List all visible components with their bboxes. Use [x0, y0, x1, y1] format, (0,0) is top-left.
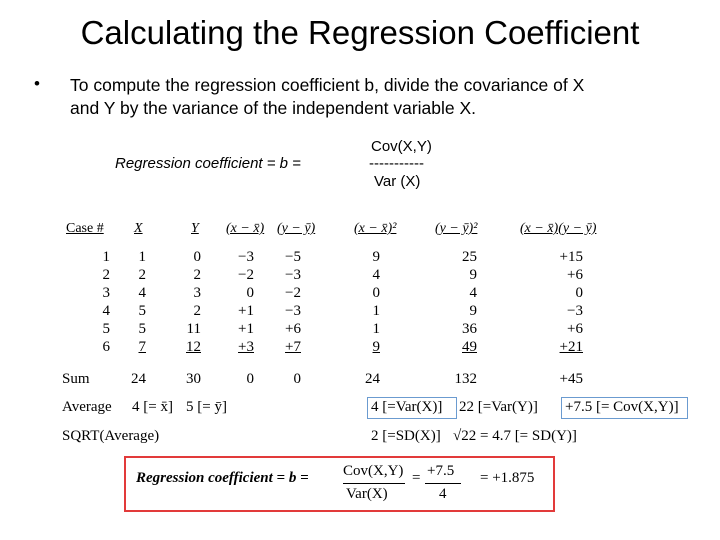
- sqrt-label: SQRT(Average): [62, 428, 160, 444]
- cov-highlight: [561, 397, 688, 419]
- table-cell: 4: [138, 285, 147, 301]
- table-cell: 9: [372, 249, 381, 265]
- table-cell: 2: [193, 267, 202, 283]
- table-cell: 4: [469, 285, 478, 301]
- table-cell: 5: [138, 321, 147, 337]
- table-cell: 5: [102, 321, 111, 337]
- bullet-text-line-2: and Y by the variance of the independent…: [70, 98, 477, 118]
- header-y: Y: [191, 221, 199, 236]
- table-cell: 5: [138, 303, 147, 319]
- table-cell: +21: [559, 339, 583, 355]
- average-var-x: 4 [=Var(X)]: [371, 399, 443, 415]
- table-cell: 0: [372, 285, 381, 301]
- table-cell: 9: [372, 339, 381, 355]
- table-cell: −5: [285, 249, 301, 265]
- table-cell: −3: [285, 303, 301, 319]
- result-num-1: Cov(X,Y): [343, 463, 404, 479]
- header-case: Case #: [66, 221, 104, 236]
- sd-y: √22 = 4.7 [= SD(Y)]: [453, 428, 577, 444]
- table-cell: 3: [193, 285, 202, 301]
- table-cell: −3: [567, 303, 583, 319]
- table-cell: +6: [567, 321, 583, 337]
- table-cell: 6: [102, 339, 111, 355]
- table-cell: −2: [238, 267, 254, 283]
- table-cell: 1: [372, 303, 381, 319]
- bullet-marker: •: [34, 74, 40, 93]
- var-x-highlight: [367, 397, 457, 419]
- table-cell: 1: [138, 249, 147, 265]
- header-x-dev-sq: (x − x̄)²: [354, 221, 397, 236]
- result-fraction-bar-1: [343, 483, 405, 484]
- header-x: X: [134, 221, 143, 236]
- result-num-2: +7.5: [427, 463, 455, 479]
- formula-numerator: Cov(X,Y): [371, 138, 432, 155]
- table-cell: 9: [469, 303, 478, 319]
- sum-label: Sum: [62, 371, 90, 387]
- table-cell: 7: [138, 339, 147, 355]
- result-lhs: Regression coefficient = b =: [136, 470, 309, 486]
- table-cell: 3: [102, 285, 111, 301]
- sum-cell: +45: [559, 371, 583, 387]
- bullet-text-line-1: To compute the regression coefficient b,…: [70, 75, 585, 95]
- table-cell: 0: [193, 249, 202, 265]
- slide-title: Calculating the Regression Coefficient: [80, 14, 640, 51]
- table-cell: 4: [102, 303, 111, 319]
- result-box: [124, 456, 555, 512]
- table-cell: −3: [238, 249, 254, 265]
- table-cell: 49: [462, 339, 477, 355]
- table-cell: 2: [102, 267, 111, 283]
- sum-cell: 24: [365, 371, 380, 387]
- table-cell: 4: [372, 267, 381, 283]
- result-den-2: 4: [439, 486, 447, 502]
- header-x-dev: (x − x̄): [226, 221, 265, 236]
- table-cell: 36: [462, 321, 477, 337]
- table-cell: 2: [193, 303, 202, 319]
- table-cell: 11: [186, 321, 201, 337]
- table-cell: 1: [102, 249, 111, 265]
- sum-cell: 30: [186, 371, 201, 387]
- result-fraction-bar-2: [425, 483, 461, 484]
- average-cov: +7.5 [= Cov(X,Y)]: [565, 399, 679, 415]
- average-var-y: 22 [=Var(Y)]: [459, 399, 538, 415]
- formula-fraction-bar: -----------: [369, 155, 424, 172]
- formula-lhs: Regression coefficient = b =: [115, 155, 301, 172]
- table-cell: −3: [285, 267, 301, 283]
- table-cell: +7: [285, 339, 301, 355]
- table-cell: 12: [186, 339, 201, 355]
- table-cell: 1: [372, 321, 381, 337]
- table-cell: +15: [559, 249, 583, 265]
- sum-cell: 132: [454, 371, 478, 387]
- average-y: 5 [= ȳ]: [186, 399, 227, 415]
- result-final: = +1.875: [480, 470, 535, 486]
- header-y-dev: (y − ȳ): [277, 221, 316, 236]
- sum-cell: 0: [246, 371, 255, 387]
- table-cell: +6: [567, 267, 583, 283]
- sd-x: 2 [=SD(X)]: [371, 428, 441, 444]
- average-x: 4 [= x̄]: [132, 399, 173, 415]
- table-cell: 25: [462, 249, 477, 265]
- table-cell: −2: [285, 285, 301, 301]
- header-y-dev-sq: (y − ȳ)²: [435, 221, 478, 236]
- header-product: (x − x̄)(y − ȳ): [520, 221, 597, 236]
- result-eq: =: [412, 470, 421, 486]
- table-cell: 2: [138, 267, 147, 283]
- table-cell: 0: [246, 285, 255, 301]
- result-den-1: Var(X): [346, 486, 388, 502]
- table-cell: +1: [238, 303, 254, 319]
- average-label: Average: [62, 399, 112, 415]
- sum-cell: 0: [293, 371, 302, 387]
- formula-denominator: Var (X): [374, 173, 421, 190]
- table-cell: +3: [238, 339, 254, 355]
- table-cell: 9: [469, 267, 478, 283]
- table-cell: 0: [575, 285, 584, 301]
- table-cell: +1: [238, 321, 254, 337]
- table-cell: +6: [285, 321, 301, 337]
- sum-cell: 24: [131, 371, 146, 387]
